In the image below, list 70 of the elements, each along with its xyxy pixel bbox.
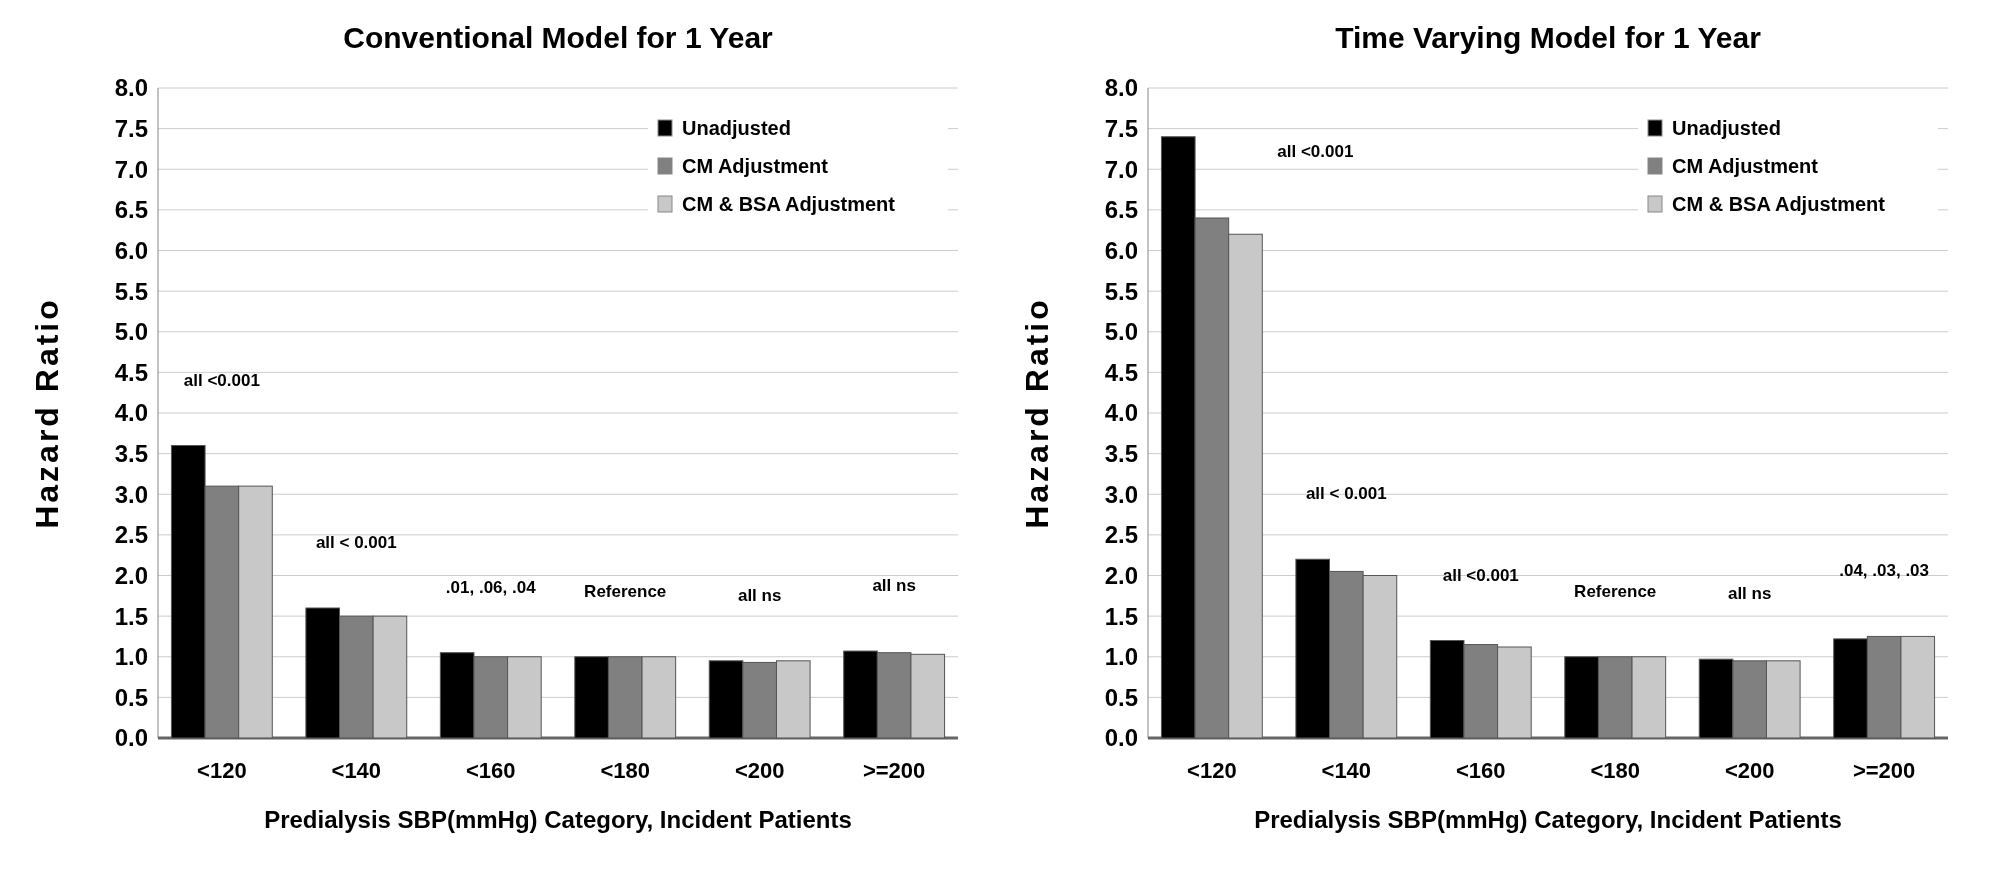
- x-tick-label: <140: [331, 758, 382, 783]
- y-axis-title: Hazard Ratio: [1019, 297, 1055, 529]
- x-tick-label: <120: [197, 758, 247, 783]
- y-tick-label: 3.5: [114, 440, 148, 468]
- x-tick-label: <200: [1724, 758, 1775, 783]
- y-tick-label: 5.5: [1104, 277, 1138, 305]
- x-tick-label: <140: [1321, 758, 1372, 783]
- annotation: Reference: [584, 581, 667, 601]
- x-tick-label: >=200: [1852, 758, 1916, 783]
- y-tick-label: 2.0: [1104, 561, 1138, 589]
- annotation: all ns: [737, 585, 782, 605]
- y-tick-label: 6.0: [114, 236, 148, 264]
- annotation: all <0.001: [1277, 141, 1354, 161]
- legend-label: CM Adjustment: [682, 155, 829, 177]
- y-tick-label: 5.0: [1104, 318, 1138, 346]
- y-tick-label: 0.0: [114, 724, 148, 752]
- y-tick-label: 2.0: [114, 561, 148, 589]
- legend-label: Unadjusted: [682, 117, 791, 139]
- legend-label: Unadjusted: [1672, 117, 1781, 139]
- y-tick-label: 2.5: [1104, 521, 1138, 549]
- y-axis-title: Hazard Ratio: [29, 297, 65, 529]
- y-tick-label: 0.5: [114, 683, 148, 711]
- y-tick-label: 7.0: [114, 155, 148, 183]
- x-tick-label: <180: [600, 758, 651, 783]
- y-tick-label: 8.0: [1104, 74, 1138, 102]
- y-tick-label: 0.0: [1104, 724, 1138, 752]
- y-tick-label: 0.5: [1104, 683, 1138, 711]
- y-tick-label: 1.0: [1104, 643, 1138, 671]
- annotation: all <0.001: [183, 370, 260, 390]
- annotation: all < 0.001: [1305, 484, 1387, 504]
- x-tick-label: <120: [1187, 758, 1237, 783]
- legend-label: CM & BSA Adjustment: [682, 193, 896, 215]
- y-tick-label: 3.0: [114, 480, 148, 508]
- y-tick-label: 5.0: [114, 318, 148, 346]
- annotation: all <0.001: [1442, 565, 1519, 585]
- y-tick-label: 8.0: [114, 74, 148, 102]
- annotation: Reference: [1574, 581, 1657, 601]
- x-tick-label: <160: [465, 758, 516, 783]
- legend-label: CM & BSA Adjustment: [1672, 193, 1886, 215]
- y-tick-label: 4.0: [1104, 399, 1138, 427]
- y-tick-label: 2.5: [114, 521, 148, 549]
- x-tick-label: <180: [1590, 758, 1641, 783]
- chart-title: Time Varying Model for 1 Year: [1335, 21, 1762, 54]
- y-tick-label: 4.5: [114, 358, 148, 386]
- y-tick-label: 4.5: [1104, 358, 1138, 386]
- annotation: all ns: [872, 576, 916, 596]
- y-tick-label: 7.5: [114, 115, 148, 143]
- x-tick-label: <200: [734, 758, 785, 783]
- y-tick-label: 1.5: [114, 602, 148, 630]
- y-tick-label: 6.5: [1104, 196, 1138, 224]
- y-tick-label: 1.5: [1104, 602, 1138, 630]
- x-tick-label: >=200: [862, 758, 926, 783]
- annotation: all < 0.001: [315, 533, 397, 552]
- y-tick-label: 6.5: [114, 196, 148, 224]
- y-tick-label: 6.0: [1104, 236, 1138, 264]
- y-tick-label: 3.0: [1104, 480, 1138, 508]
- legend-label: CM Adjustment: [1672, 155, 1819, 177]
- annotation: all ns: [1727, 584, 1772, 604]
- x-axis-title: Predialysis SBP(mmHg) Category, Incident Patients: [1254, 806, 1842, 833]
- y-tick-label: 5.5: [114, 277, 148, 305]
- annotation: .04, .03, .03: [1839, 561, 1930, 581]
- chart-title: Conventional Model for 1 Year: [343, 21, 774, 54]
- y-tick-label: 4.0: [114, 399, 148, 427]
- x-axis-title: Predialysis SBP(mmHg) Category, Incident Patients: [264, 806, 852, 833]
- y-tick-label: 7.5: [1104, 115, 1138, 143]
- y-tick-label: 1.0: [114, 643, 148, 671]
- annotation: .01, .06, .04: [445, 577, 537, 597]
- y-tick-label: 7.0: [1104, 155, 1138, 183]
- y-tick-label: 3.5: [1104, 440, 1138, 468]
- x-tick-label: <160: [1455, 758, 1506, 783]
